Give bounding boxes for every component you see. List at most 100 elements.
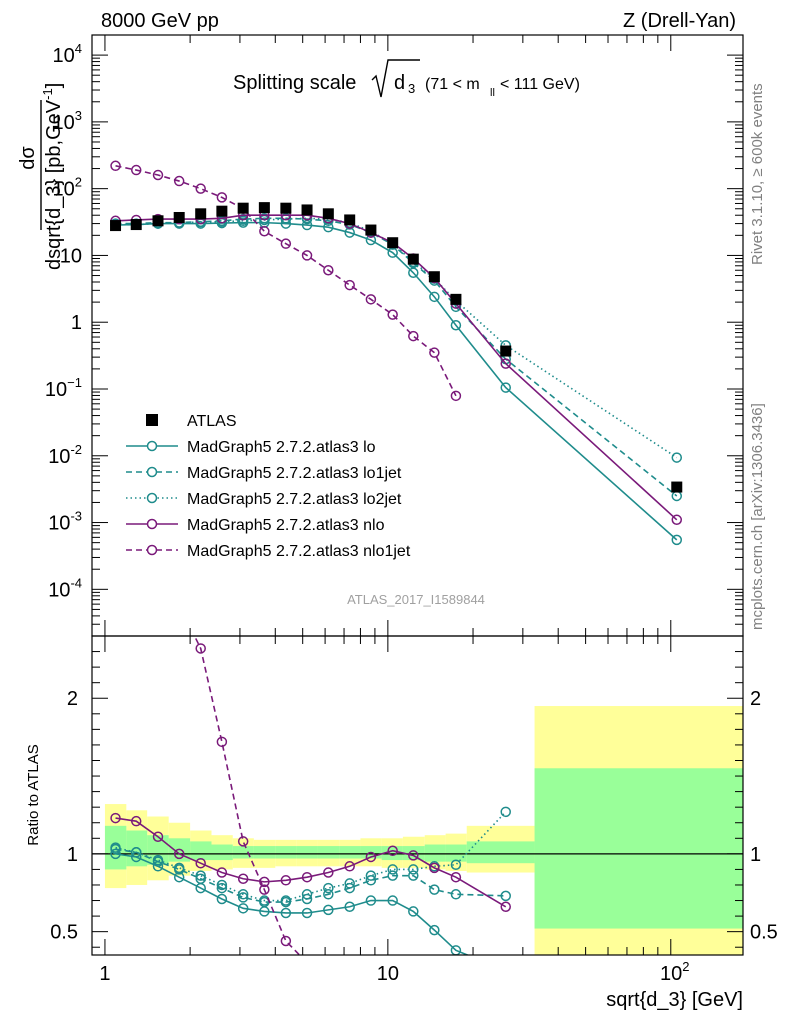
- series-lo-point: [301, 219, 313, 231]
- legend-item-nlo: MadGraph5 2.7.2.atlas3 nlo: [126, 517, 385, 534]
- main-y-tick-label: 102: [53, 175, 82, 201]
- ratio-lo-point: [280, 907, 292, 919]
- ratio-lo1jet-point: [216, 882, 228, 894]
- svg-text:< 111 GeV): < 111 GeV): [500, 76, 580, 93]
- title-sym: d: [394, 72, 405, 94]
- svg-text:Splitting scale: Splitting scale: [233, 72, 356, 94]
- x-axis-label: sqrt{d_3} [GeV]: [606, 989, 743, 1011]
- ratio-lo1jet-point: [344, 882, 355, 894]
- x-tick-label: 102: [660, 959, 689, 985]
- ratio-nlo1jet-point: [237, 836, 249, 847]
- atlas-data-point: [237, 202, 249, 214]
- series-nlo1jet-point: [387, 309, 398, 320]
- series-nlo1jet-point: [408, 330, 419, 342]
- plot-title: Splitting scale d 3 (71 < m ll < 111 GeV…: [233, 59, 580, 99]
- ratio-lo-point: [501, 966, 510, 975]
- ratio-lo-point: [408, 906, 419, 917]
- series-nlo-point: [500, 358, 511, 369]
- svg-text:3: 3: [408, 81, 415, 96]
- ratio-lo1jet-point: [237, 892, 249, 903]
- series-nlo1jet-point: [173, 175, 185, 187]
- atlas-data-point: [173, 211, 185, 223]
- y-axis-label: dσ dsqrt{d_3} [pb,GeV-1]: [17, 83, 65, 270]
- legend-label: ATLAS: [187, 413, 237, 430]
- series-nlo1jet-line: [115, 165, 457, 397]
- ratio-nlo1jet-point: [132, 414, 141, 423]
- ratio-lo2jet-point: [323, 882, 334, 894]
- atlas-data-point: [258, 202, 270, 214]
- series-nlo1jet-point: [216, 192, 228, 203]
- ratio-y-tick-label: 2: [67, 688, 78, 710]
- ratio-lo-point: [216, 893, 228, 905]
- side-label-top: Rivet 3.1.10, ≥ 600k events: [749, 83, 766, 265]
- ratio-nlo-point: [408, 850, 419, 861]
- title-range: (71 < m: [425, 76, 480, 93]
- series-nlo-point: [671, 514, 683, 526]
- series-lo-point: [408, 267, 419, 279]
- ratio-nlo-point: [280, 875, 292, 886]
- ratio-nlo-point: [450, 871, 462, 883]
- ratio-lo2jet-point: [195, 870, 206, 881]
- series-lo-point: [450, 320, 462, 331]
- legend-label: MadGraph5 2.7.2.atlas3 nlo: [187, 517, 385, 534]
- series-nlo1jet-point: [301, 250, 313, 261]
- ratio-nlo-point: [237, 873, 249, 885]
- ratio-nlo-point: [365, 851, 377, 863]
- uncertainty-band-inner: [275, 846, 297, 859]
- ratio-lo2jet-point: [152, 854, 164, 866]
- ratio-nlo1jet-point: [216, 736, 228, 748]
- legend-item-data: ATLAS: [146, 413, 237, 430]
- svg-text:d: d: [394, 72, 405, 94]
- legend-marker: [146, 414, 158, 426]
- ratio-nlo-point: [110, 812, 121, 824]
- ylabel-num: dσ: [17, 146, 39, 170]
- atlas-data-point: [301, 204, 313, 216]
- ratio-lo-point: [429, 924, 440, 936]
- atlas-data-point: [110, 220, 122, 232]
- ylabel-den: dsqrt{d_3} [pb,GeV: [43, 99, 65, 270]
- legend-marker: [146, 492, 158, 504]
- ratio-nlo-point: [152, 831, 164, 842]
- atlas-data-point: [500, 345, 512, 357]
- series-nlo1jet-point: [450, 390, 462, 402]
- legend-label: MadGraph5 2.7.2.atlas3 lo2jet: [187, 491, 402, 508]
- ratio-nlo1jet-line: [193, 636, 301, 955]
- ratio-lo-line: [115, 853, 470, 955]
- ratio-nlo-point: [173, 848, 185, 860]
- atlas-data-point: [671, 481, 683, 493]
- main-y-tick-label: 10-3: [48, 509, 82, 535]
- atlas-data-point: [450, 293, 462, 305]
- series-lo2jet-point: [216, 216, 228, 227]
- ratio-lo2jet-point: [280, 895, 292, 906]
- series-nlo1jet-point: [323, 265, 334, 276]
- svg-text:(71 < m: (71 < m: [425, 76, 480, 93]
- ratio-nlo-point: [195, 857, 206, 869]
- ratio-lo1jet-point: [408, 870, 419, 881]
- ratio-lo2jet-point: [387, 864, 398, 875]
- series-lo2jet-point: [237, 215, 249, 227]
- series-lo-point: [671, 534, 683, 546]
- main-y-tick-label: 10-2: [48, 442, 82, 468]
- title-sub: 3: [408, 81, 415, 96]
- ratio-lo2jet-point: [216, 879, 228, 891]
- legend-marker: [146, 466, 158, 478]
- atlas-data-point: [365, 224, 377, 236]
- ratio-panel: 0.5 0.5 1 1 2 2 1 10 102 Ratio to ATLAS sqrt{d_3…: [25, 414, 778, 1011]
- series-nlo1jet-point: [280, 238, 292, 249]
- ratio-lo1jet-point: [387, 870, 398, 881]
- ratio-y-tick-label: 1: [67, 844, 78, 866]
- ratio-nlo-point: [130, 815, 142, 827]
- ratio-lo1jet-point: [429, 884, 440, 895]
- ratio-lo2jet-point: [301, 889, 313, 900]
- ratio-lo2jet-point: [173, 862, 185, 874]
- ratio-nlo1jet-point: [195, 643, 206, 654]
- series-nlo1jet-point: [365, 294, 377, 305]
- atlas-data-point: [428, 271, 440, 283]
- ratio-lo2jet-point: [344, 878, 355, 889]
- ratio-lo2jet-line: [115, 811, 507, 902]
- atlas-data-point: [152, 215, 164, 227]
- uncertainty-band-inner: [253, 846, 276, 859]
- ratio-nlo1jet-point: [324, 974, 333, 983]
